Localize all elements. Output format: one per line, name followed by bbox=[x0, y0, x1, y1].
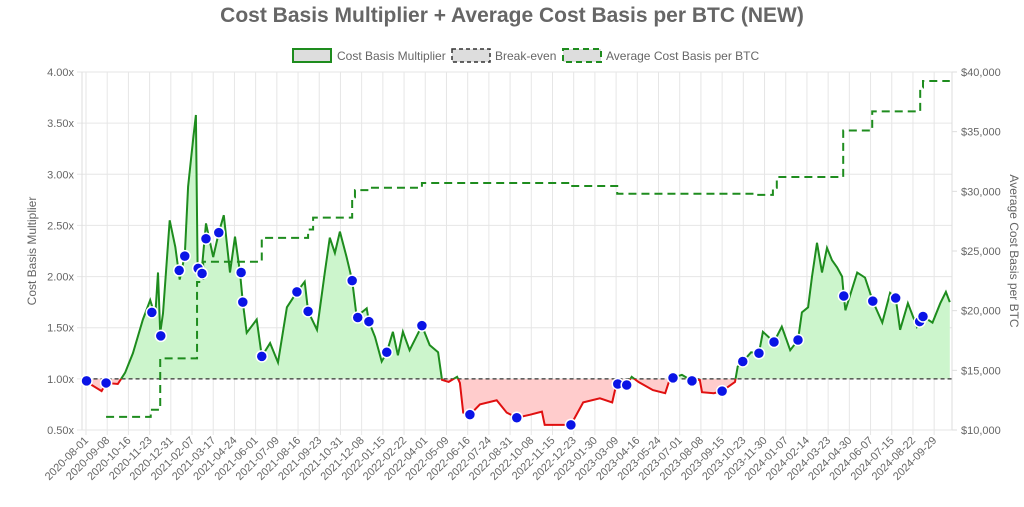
y-axis-right: $10,000 $15,000 $20,000 $25,000 $30,000 $35,0… bbox=[952, 67, 1001, 437]
event-point bbox=[236, 295, 250, 309]
legend-swatch-breakeven bbox=[451, 48, 491, 63]
y-right-tick-label: $40,000 bbox=[961, 67, 1001, 79]
event-point bbox=[837, 289, 851, 303]
event-point bbox=[715, 384, 729, 398]
multiplier-line-above bbox=[119, 114, 951, 379]
legend-item-multiplier[interactable]: Cost Basis Multiplier bbox=[292, 48, 446, 63]
event-point bbox=[172, 264, 186, 277]
legend-label-multiplier: Cost Basis Multiplier bbox=[337, 49, 446, 63]
event-point bbox=[290, 285, 304, 299]
event-point bbox=[301, 305, 315, 318]
event-point bbox=[255, 350, 269, 363]
event-point bbox=[510, 411, 524, 424]
event-point bbox=[80, 374, 93, 388]
y-left-tick-label: 1.00x bbox=[47, 374, 74, 386]
event-point bbox=[463, 408, 477, 421]
legend-label-breakeven: Break-even bbox=[495, 49, 556, 63]
multiplier-fill-below bbox=[86, 378, 736, 425]
y-left-tick-label: 1.50x bbox=[47, 323, 74, 335]
y-left-tick-label: 0.50x bbox=[47, 425, 74, 437]
event-point bbox=[767, 335, 781, 349]
y-left-tick-label: 2.50x bbox=[47, 220, 74, 232]
event-point bbox=[351, 311, 364, 324]
y-left-tick-label: 3.50x bbox=[47, 118, 74, 130]
event-point bbox=[736, 355, 750, 368]
y-right-tick-label: $30,000 bbox=[961, 186, 1001, 198]
legend-item-breakeven[interactable]: Break-even bbox=[451, 48, 556, 63]
y-axis-right-title: Average Cost Basis per BTC bbox=[1007, 174, 1021, 328]
y-right-tick-label: $15,000 bbox=[961, 365, 1001, 377]
x-axis: 2020-08-012020-09-082020-10-162020-11-23… bbox=[43, 435, 939, 483]
legend-label-avg-cost: Average Cost Basis per BTC bbox=[606, 49, 760, 63]
y-left-tick-label: 4.00x bbox=[47, 67, 74, 79]
y-right-tick-label: $10,000 bbox=[961, 425, 1001, 437]
plot-area bbox=[80, 79, 952, 432]
event-point bbox=[199, 232, 213, 245]
y-right-tick-label: $25,000 bbox=[961, 246, 1001, 258]
legend-item-avg-cost[interactable]: Average Cost Basis per BTC bbox=[562, 48, 760, 63]
legend-swatch-avg-cost bbox=[562, 48, 602, 63]
event-point bbox=[178, 249, 192, 263]
y-right-tick-label: $20,000 bbox=[961, 306, 1001, 318]
event-point bbox=[362, 315, 376, 328]
event-point bbox=[620, 378, 633, 392]
event-point bbox=[345, 274, 359, 287]
event-point bbox=[195, 267, 209, 280]
event-point bbox=[752, 347, 766, 360]
legend: Cost Basis Multiplier Break-even Average… bbox=[292, 48, 760, 63]
event-point bbox=[99, 376, 113, 390]
event-point bbox=[916, 310, 930, 323]
event-point bbox=[415, 319, 429, 332]
y-left-tick-label: 3.00x bbox=[47, 169, 74, 181]
y-axis-left-title: Cost Basis Multiplier bbox=[25, 197, 39, 306]
event-point bbox=[212, 226, 226, 239]
y-left-tick-label: 2.00x bbox=[47, 272, 74, 284]
event-point bbox=[866, 294, 880, 308]
event-point bbox=[564, 418, 578, 432]
event-point bbox=[685, 374, 699, 388]
event-point bbox=[666, 371, 680, 385]
event-point bbox=[145, 306, 159, 319]
chart-title: Cost Basis Multiplier + Average Cost Bas… bbox=[220, 4, 804, 27]
event-point bbox=[380, 346, 394, 359]
legend-swatch-multiplier bbox=[292, 48, 332, 63]
y-axis-left: 0.50x 1.00x 1.50x 2.00x 2.50x 3.00x 3.50x 4.00x bbox=[47, 67, 74, 437]
y-right-tick-label: $35,000 bbox=[961, 127, 1001, 139]
event-point bbox=[154, 329, 168, 343]
event-point bbox=[234, 266, 248, 279]
event-point bbox=[889, 291, 902, 305]
event-point bbox=[791, 333, 805, 347]
